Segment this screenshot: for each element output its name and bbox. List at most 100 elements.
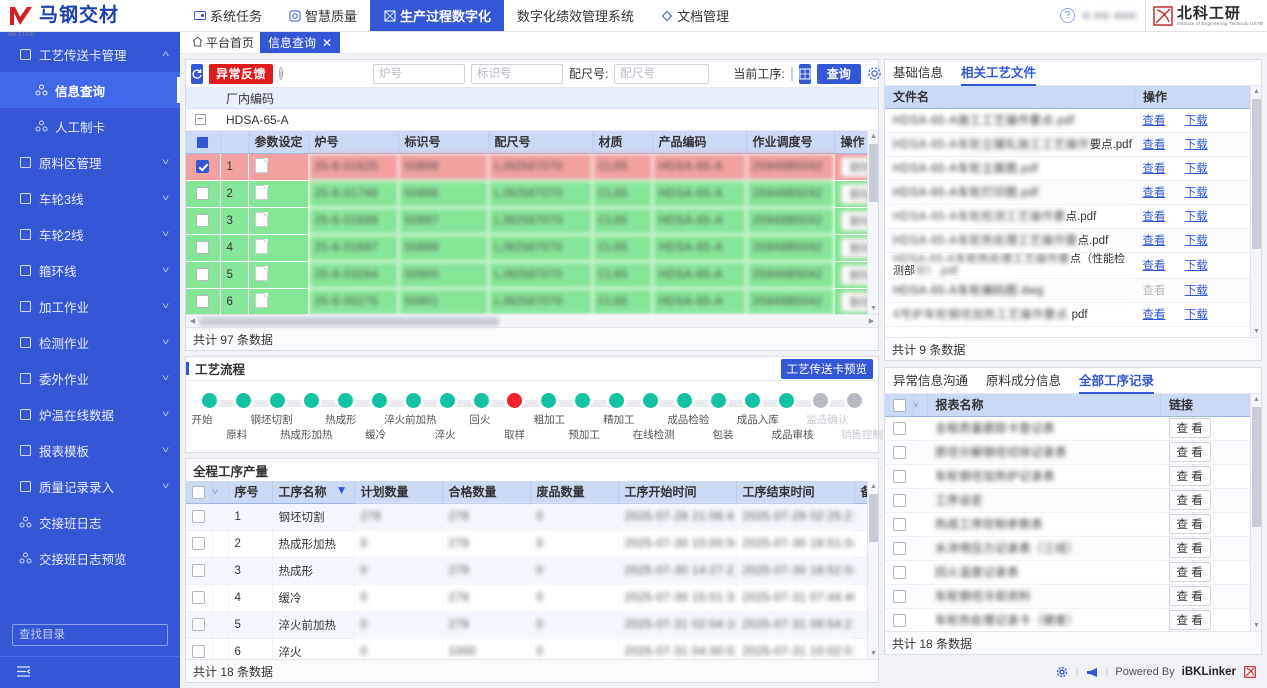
flow-step-dot[interactable]	[541, 392, 557, 408]
row-checkbox[interactable]	[196, 187, 210, 200]
size-no-input[interactable]	[614, 63, 710, 84]
filter-icon[interactable]: ▼	[335, 483, 348, 498]
sidebar-item-info-query[interactable]: 信息查询	[0, 72, 180, 108]
table-row[interactable]: HDSA-65-A车轮热处理工艺操作要点（性能检测部分）.pdf 查看 下载	[885, 252, 1261, 279]
table-row[interactable]: 水淬喷压力记录表（三线） 查 看	[885, 536, 1261, 561]
row-checkbox[interactable]	[893, 565, 906, 579]
col-product-code[interactable]: 产品编码	[652, 131, 747, 154]
flow-step-dot[interactable]	[643, 392, 659, 408]
table-row[interactable]: HDSA-65-A车轮立辗轧施工工艺操作要点.pdf 查看 下载	[885, 132, 1261, 157]
link-cell[interactable]: 查 看	[1160, 464, 1261, 489]
link-cell[interactable]: 查 看	[1160, 512, 1261, 537]
download-link[interactable]: 下载	[1184, 115, 1208, 127]
sidebar-item-shift-log[interactable]: 交接班日志	[0, 504, 180, 540]
row-checkbox[interactable]	[893, 613, 906, 627]
hscroll-track[interactable]	[199, 316, 865, 326]
row-select-cell[interactable]	[885, 488, 913, 513]
chevron-down-icon[interactable]: ˅	[913, 394, 928, 417]
row-checkbox[interactable]	[196, 268, 210, 281]
current-process-select[interactable]	[790, 66, 793, 81]
nav-tab-production-digital[interactable]: 生产过程数字化	[370, 0, 505, 31]
table-row[interactable]: HDSA-65-A车轮检测工艺操作要点.pdf 查看 下载	[885, 204, 1261, 229]
table-row[interactable]: 车轮钢坯冷却资料 查 看	[885, 584, 1261, 609]
view-button[interactable]: 查 看	[1168, 514, 1211, 534]
table-row[interactable]: 5 25-6-03264 50900 LJ92587070 CL65 HDSA-…	[186, 261, 878, 289]
sidebar-item-quality-record-entry[interactable]: 质量记录录入 ˅	[0, 468, 180, 504]
vscroll-thumb[interactable]	[1252, 407, 1261, 527]
download-link[interactable]: 下载	[1184, 139, 1208, 151]
table-row[interactable]: 3 热成形 0 279 0 2025-07-30 14:27:21 2025-0…	[186, 557, 878, 585]
table-row[interactable]: 车轮热处理记录卡（硬度） 查 看	[885, 608, 1261, 631]
view-link[interactable]: 查看	[1142, 260, 1166, 273]
table-row[interactable]: 6 25-6-00275 50901 LJ92587070 CL65 HDSA-…	[186, 288, 878, 314]
files-vscrollbar[interactable]: ▲ ▼	[1250, 86, 1261, 337]
scroll-up-icon[interactable]: ▲	[1253, 396, 1260, 403]
file-actions-cell[interactable]: 查看 下载	[1134, 302, 1261, 327]
link-cell[interactable]: 查 看	[1160, 536, 1261, 561]
table-row[interactable]: 车轮钢坯加热炉记录表 查 看	[885, 464, 1261, 489]
sidebar-item-wheel-line-2[interactable]: 车轮2线 ˅	[0, 216, 180, 252]
col-process-name[interactable]: 工序名称 ▼	[272, 481, 355, 504]
nav-tab-smart-quality[interactable]: 智慧质量	[275, 0, 370, 31]
tab-basic-info[interactable]: 基础信息	[893, 66, 944, 80]
select-all-header[interactable]	[186, 481, 213, 504]
refresh-button[interactable]	[191, 63, 203, 84]
table-row[interactable]: 4 缓冷 0 279 0 2025-07-30 15:01:33 2025-07…	[186, 584, 878, 612]
view-link[interactable]: 查看	[1142, 139, 1166, 151]
file-icon[interactable]	[254, 292, 268, 308]
flow-step-dot[interactable]	[235, 392, 251, 408]
scroll-left-icon[interactable]: ◀	[189, 318, 196, 325]
table-row[interactable]: 6 淬火 0 1000 0 2025-07-31 04:30:02 2025-0…	[186, 638, 878, 659]
row-select-cell[interactable]	[186, 503, 213, 531]
table-row[interactable]: HDSA-65-A车轮编码图.dwg 查看 下载	[885, 278, 1261, 303]
row-select-cell[interactable]	[885, 512, 913, 537]
flow-step-dot[interactable]	[575, 392, 591, 408]
file-actions-cell[interactable]: 查看 下载	[1134, 132, 1261, 157]
table-row[interactable]: HDSA-65-A车轮立面图.pdf 查看 下载	[885, 156, 1261, 181]
flow-step-dot[interactable]	[473, 392, 489, 408]
scroll-up-icon[interactable]: ▲	[870, 133, 877, 140]
param-setting-cell[interactable]	[248, 234, 309, 262]
row-select-cell[interactable]	[186, 638, 213, 659]
select-all-header[interactable]	[885, 394, 914, 417]
flow-step-dot[interactable]	[303, 392, 319, 408]
col-material[interactable]: 材质	[592, 131, 653, 154]
row-checkbox[interactable]	[893, 469, 906, 483]
view-link[interactable]: 查看	[1142, 187, 1166, 199]
scroll-down-icon[interactable]: ▼	[1253, 328, 1260, 335]
row-checkbox[interactable]	[196, 241, 210, 254]
col-dispatch-no[interactable]: 作业调度号	[746, 131, 835, 154]
row-checkbox[interactable]	[893, 445, 906, 459]
file-actions-cell[interactable]: 查看 下载	[1134, 180, 1261, 205]
param-setting-cell[interactable]	[248, 207, 309, 235]
param-setting-cell[interactable]	[248, 261, 309, 289]
view-link[interactable]: 查看	[1142, 309, 1166, 322]
sidebar-item-machining-operation[interactable]: 加工作业 ˅	[0, 288, 180, 324]
sidebar-collapse-button[interactable]	[0, 656, 180, 688]
flow-step-dot[interactable]	[405, 392, 421, 408]
flow-step-dot[interactable]	[778, 392, 794, 408]
download-link[interactable]: 下载	[1184, 187, 1208, 199]
table-row[interactable]: HDSA-65-A车轮打印图.pdf 查看 下载	[885, 180, 1261, 205]
gear-icon[interactable]	[867, 65, 882, 83]
sidebar-item-shift-log-preview[interactable]: 交接班日志预览	[0, 540, 180, 576]
view-link[interactable]: 查看	[1142, 163, 1166, 175]
table-row[interactable]: 4 25-6-01697 50898 LJ92587070 CL65 HDSA-…	[186, 234, 878, 262]
col-start-time[interactable]: 工序开始时间	[618, 481, 737, 504]
view-button[interactable]: 查 看	[1168, 418, 1211, 438]
sidebar-item-raw-material-area[interactable]: 原料区管理 ˅	[0, 144, 180, 180]
view-button[interactable]: 查 看	[1168, 466, 1211, 486]
grid-select-button[interactable]	[798, 63, 811, 84]
link-cell[interactable]: 查 看	[1160, 440, 1261, 465]
link-cell[interactable]: 查 看	[1160, 608, 1261, 631]
select-all-checkbox[interactable]	[197, 137, 209, 149]
sidebar-item-craft-card-management[interactable]: 工艺传送卡管理 ˄	[0, 36, 180, 72]
flow-step-dot[interactable]	[202, 392, 217, 408]
row-select-cell[interactable]	[885, 536, 913, 561]
param-setting-cell[interactable]	[248, 288, 309, 314]
download-link[interactable]: 下载	[1184, 163, 1208, 175]
row-checkbox[interactable]	[196, 295, 210, 308]
col-plan-qty[interactable]: 计划数量	[354, 481, 443, 504]
download-link[interactable]: 下载	[1184, 260, 1208, 273]
tab-abnormal-communication[interactable]: 异常信息沟通	[893, 374, 969, 388]
